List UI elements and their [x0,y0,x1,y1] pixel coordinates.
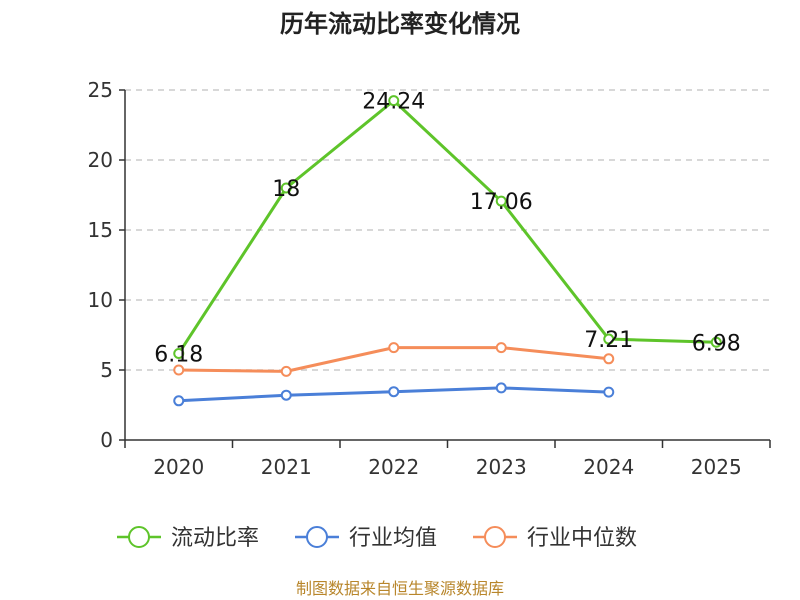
y-tick-label: 0 [100,428,113,452]
x-tick-label: 2022 [368,455,419,479]
series-layer [173,95,722,407]
data-label: 6.18 [154,342,203,367]
y-axis-ticks: 0 5 10 15 20 25 [88,78,125,452]
legend-marker [484,526,506,548]
series-line [177,99,717,355]
data-point [173,347,185,359]
data-labels: 6.18 18 24.24 17.06 7.21 6.98 [154,90,740,368]
data-point [173,364,185,376]
y-tick-label: 5 [100,358,113,382]
x-axis-ticks: 2020 2021 2022 2023 2024 2025 [124,440,771,479]
y-tick-label: 10 [88,288,113,312]
grid-lines [125,89,770,371]
data-point [280,365,292,377]
data-point [495,382,507,394]
data-point [603,353,615,365]
data-point [603,386,615,398]
data-point [710,336,722,348]
data-point [173,395,185,407]
chart-title: 历年流动比率变化情况 [280,10,520,38]
data-point [388,342,400,354]
x-tick-label: 2021 [261,455,312,479]
data-point [495,342,507,354]
data-label: 18 [272,177,300,202]
x-tick-label: 2024 [583,455,634,479]
legend-label: 流动比率 [171,526,259,551]
axes [124,90,770,441]
source-note: 制图数据来自恒生聚源数据库 [296,579,504,598]
x-tick-label: 2025 [691,455,742,479]
data-point [280,182,292,194]
data-label: 17.06 [470,190,533,215]
data-point [388,386,400,398]
data-point [388,95,400,107]
data-label: 24.24 [362,90,425,115]
legend: 流动比率 行业均值 行业中位数 [117,526,637,551]
y-tick-label: 15 [88,218,113,242]
data-point [495,195,507,207]
y-tick-label: 20 [88,148,113,172]
legend-marker [306,526,328,548]
data-point [280,389,292,401]
x-tick-label: 2023 [476,455,527,479]
data-label: 6.98 [692,331,741,356]
legend-label: 行业中位数 [527,526,637,551]
data-label: 7.21 [584,328,633,353]
legend-label: 行业均值 [349,526,437,551]
x-tick-label: 2020 [153,455,204,479]
data-point [603,333,615,345]
y-tick-label: 25 [88,78,113,102]
legend-marker [128,526,150,548]
